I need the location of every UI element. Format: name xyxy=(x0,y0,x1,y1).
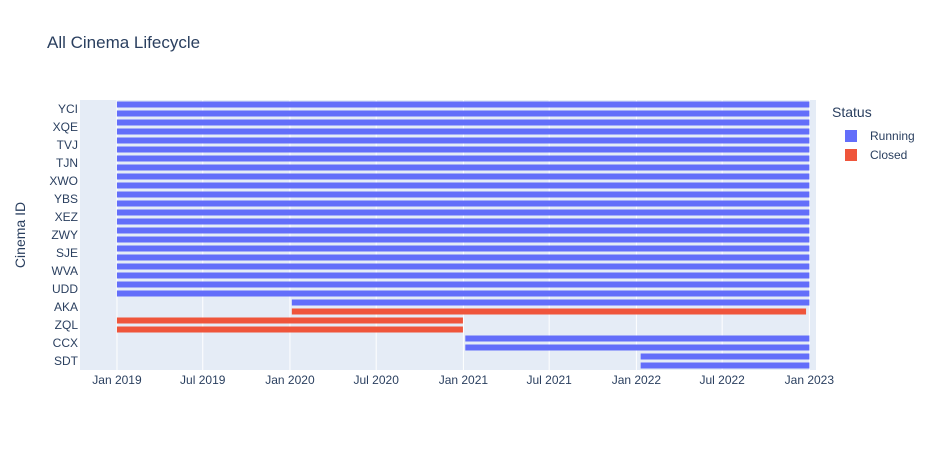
timeline-bar-running[interactable] xyxy=(116,164,810,171)
timeline-bar-running[interactable] xyxy=(291,299,810,306)
legend-item-closed[interactable]: Closed xyxy=(832,145,915,164)
timeline-bar-running[interactable] xyxy=(116,119,810,126)
timeline-bar-running[interactable] xyxy=(116,173,810,180)
y-tick-label: UDD xyxy=(52,282,78,296)
y-tick-label: TJN xyxy=(56,156,78,170)
timeline-bar-running[interactable] xyxy=(116,281,810,288)
timeline-bar-running[interactable] xyxy=(116,272,810,279)
timeline-bar-running[interactable] xyxy=(465,335,810,342)
x-tick-label: Jan 2021 xyxy=(439,373,489,387)
timeline-bar-running[interactable] xyxy=(116,191,810,198)
bar-layer xyxy=(116,101,810,369)
x-tick-label: Jan 2019 xyxy=(92,373,142,387)
legend-title: Status xyxy=(832,104,872,120)
timeline-bar-running[interactable] xyxy=(116,263,810,270)
x-tick-label: Jul 2019 xyxy=(180,373,226,387)
x-tick-label: Jul 2022 xyxy=(699,373,745,387)
timeline-bar-running[interactable] xyxy=(116,101,810,108)
y-tick-label: AKA xyxy=(54,300,78,314)
legend-label-running: Running xyxy=(870,128,915,143)
y-tick-label: XEZ xyxy=(55,210,78,224)
y-tick-label: WVA xyxy=(52,264,78,278)
timeline-bar-running[interactable] xyxy=(116,218,810,225)
x-tick-layer: Jan 2019 Jul 2019 Jan 2020 Jul 2020 Jan 2021… xyxy=(92,373,834,387)
timeline-bar-running[interactable] xyxy=(116,290,810,297)
timeline-bar-running[interactable] xyxy=(116,110,810,117)
timeline-bar-running[interactable] xyxy=(640,353,810,360)
y-tick-label: TVJ xyxy=(57,138,78,152)
timeline-bar-running[interactable] xyxy=(116,200,810,207)
timeline-bar-closed[interactable] xyxy=(291,308,807,315)
timeline-bar-running[interactable] xyxy=(640,362,810,369)
y-tick-label: SDT xyxy=(54,354,79,368)
timeline-bar-running[interactable] xyxy=(116,128,810,135)
timeline-bar-closed[interactable] xyxy=(116,317,463,324)
timeline-bar-running[interactable] xyxy=(465,344,810,351)
legend-label-closed: Closed xyxy=(870,147,908,162)
y-tick-label: ZQL xyxy=(55,318,79,332)
timeline-bar-running[interactable] xyxy=(116,146,810,153)
grid-layer xyxy=(116,100,810,370)
timeline-bar-running[interactable] xyxy=(116,236,810,243)
legend-item-running[interactable]: Running xyxy=(832,126,915,145)
y-tick-label: YBS xyxy=(54,192,78,206)
y-tick-label: XQE xyxy=(53,120,78,134)
y-tick-layer: YCI XQE TVJ TJN XWO YBS XEZ ZWY SJE WVA UDD AKA ZQL C… xyxy=(49,102,78,368)
timeline-bar-running[interactable] xyxy=(116,209,810,216)
x-tick-label: Jan 2023 xyxy=(785,373,835,387)
timeline-bar-running[interactable] xyxy=(116,155,810,162)
timeline-bar-running[interactable] xyxy=(116,254,810,261)
y-tick-label: ZWY xyxy=(51,228,78,242)
chart-title: All Cinema Lifecycle xyxy=(47,33,201,52)
y-tick-label: SJE xyxy=(56,246,78,260)
x-tick-label: Jan 2020 xyxy=(265,373,315,387)
y-axis-title: Cinema ID xyxy=(12,202,28,268)
legend-swatch-running xyxy=(845,129,857,142)
x-tick-label: Jul 2021 xyxy=(526,373,572,387)
timeline-bar-running[interactable] xyxy=(116,137,810,144)
y-tick-label: YCI xyxy=(58,102,78,116)
x-tick-label: Jul 2020 xyxy=(354,373,400,387)
timeline-bar-running[interactable] xyxy=(116,227,810,234)
y-tick-label: CCX xyxy=(53,336,78,350)
legend-swatch-closed xyxy=(845,148,857,161)
timeline-bar-running[interactable] xyxy=(116,245,810,252)
x-tick-label: Jan 2022 xyxy=(612,373,662,387)
timeline-bar-closed[interactable] xyxy=(116,326,463,333)
y-tick-label: XWO xyxy=(49,174,78,188)
legend: Status Running Closed xyxy=(832,104,915,164)
timeline-bar-running[interactable] xyxy=(116,182,810,189)
